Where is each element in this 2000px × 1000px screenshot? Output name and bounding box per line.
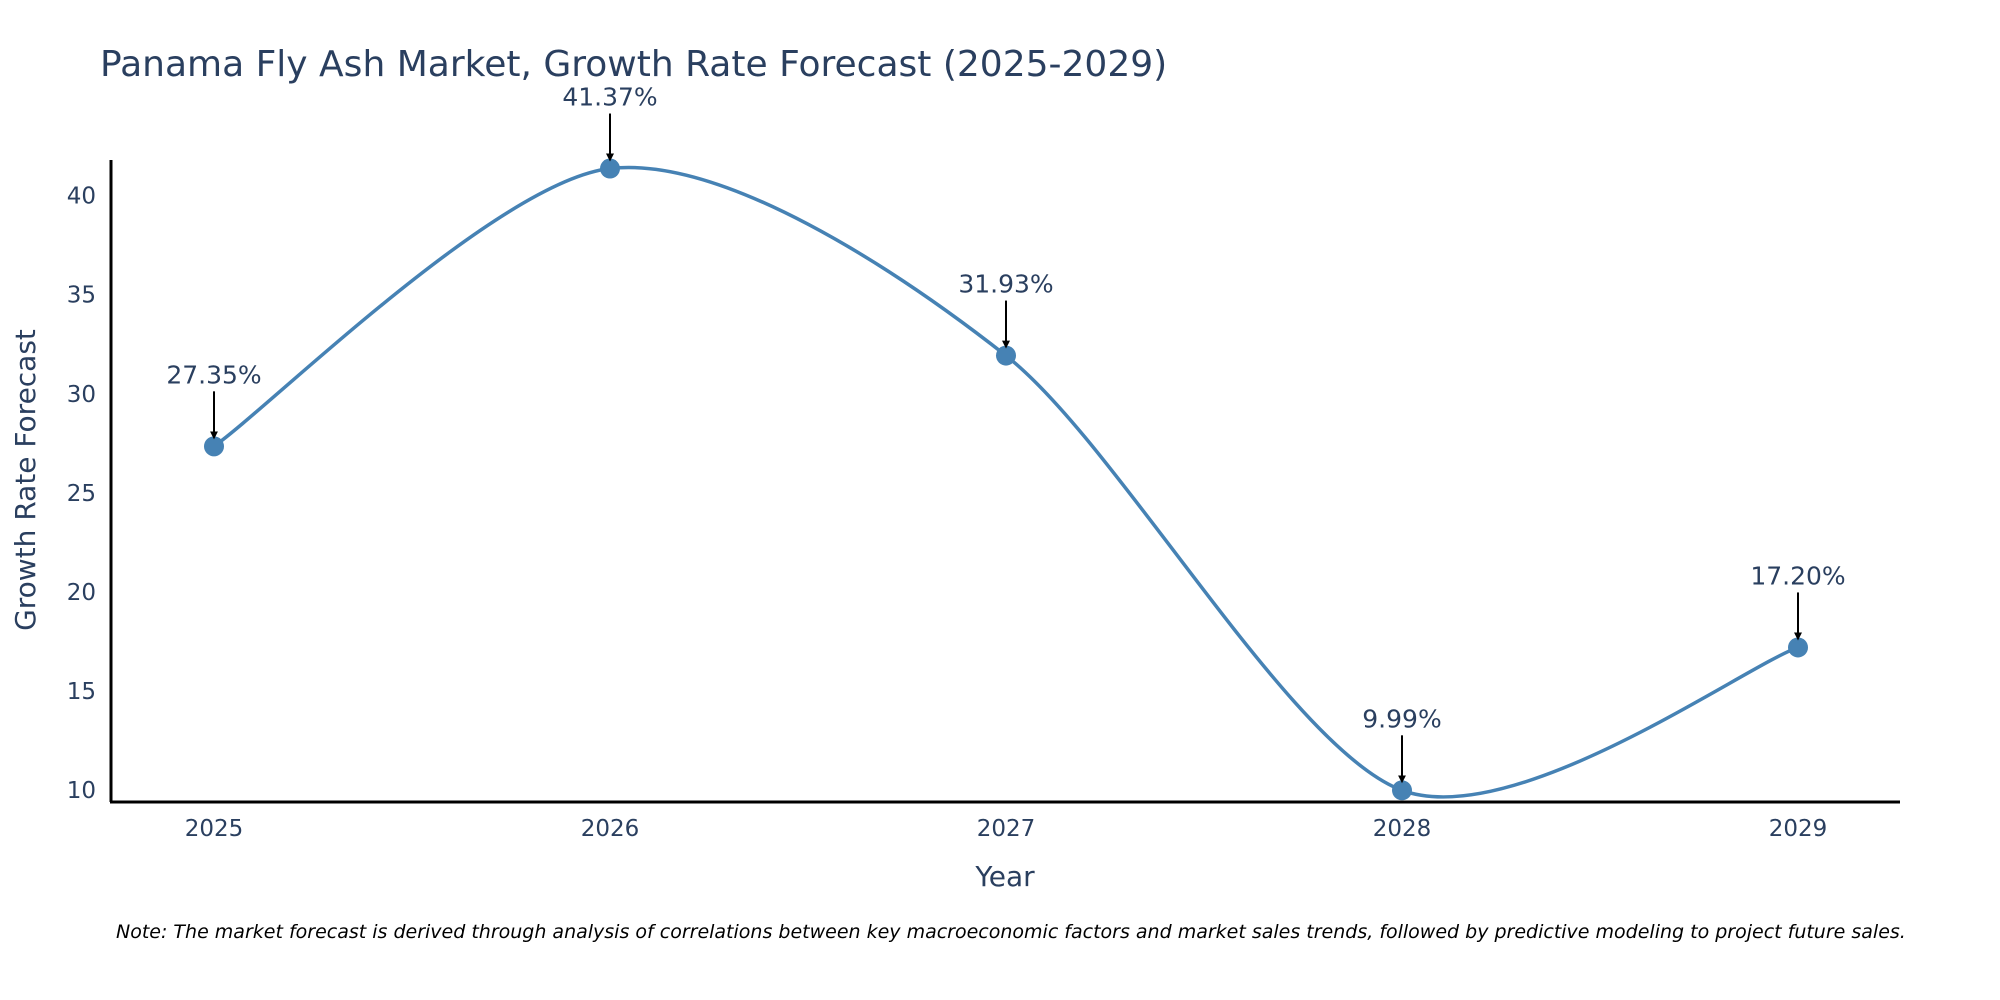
data-label: 9.99%: [1362, 704, 1441, 733]
y-tick-label: 35: [67, 283, 96, 309]
y-tick-label: 15: [67, 679, 96, 705]
data-point: [600, 158, 620, 179]
y-tick-label: 30: [67, 382, 96, 408]
data-label: 31.93%: [958, 270, 1053, 299]
chart-title: Panama Fly Ash Market, Growth Rate Forec…: [100, 44, 1168, 85]
y-tick-label: 10: [67, 778, 96, 804]
data-label: 27.35%: [166, 360, 261, 389]
x-tick-label: 2026: [581, 816, 640, 842]
series-line: [212, 165, 1799, 799]
y-tick-label: 20: [67, 580, 96, 606]
x-tick-label: 2025: [185, 816, 244, 842]
data-labels: 27.35% 41.37% 31.93% 9.99% 17.20%: [166, 83, 1846, 784]
data-label: 17.20%: [1750, 561, 1845, 590]
y-tick-label: 25: [67, 481, 96, 507]
x-tick-labels: 2025 2026 2027 2028 2029: [185, 816, 1828, 842]
footnote: Note: The market forecast is derived thr…: [116, 921, 1906, 943]
x-axis-title: Year: [974, 860, 1035, 893]
series-markers: [204, 158, 1808, 801]
y-tick-labels: 10 15 20 25 30 35 40: [67, 184, 96, 804]
data-point: [1788, 637, 1808, 658]
data-point: [1392, 780, 1412, 801]
y-tick-label: 40: [67, 184, 96, 210]
data-point: [204, 436, 224, 457]
x-tick-label: 2029: [1769, 816, 1828, 842]
y-axis-title: Growth Rate Forecast: [9, 329, 42, 631]
data-label: 41.37%: [562, 83, 657, 112]
x-tick-label: 2027: [977, 816, 1036, 842]
data-point: [996, 345, 1016, 366]
x-tick-label: 2028: [1373, 816, 1432, 842]
